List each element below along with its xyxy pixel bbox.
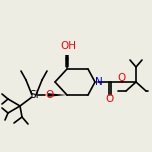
Polygon shape <box>65 55 69 69</box>
Text: O: O <box>118 73 126 83</box>
Text: Si: Si <box>29 90 39 100</box>
Text: O: O <box>106 94 114 104</box>
Text: O: O <box>45 90 53 100</box>
Polygon shape <box>48 93 67 97</box>
Text: N: N <box>95 77 103 87</box>
Text: OH: OH <box>60 41 76 51</box>
